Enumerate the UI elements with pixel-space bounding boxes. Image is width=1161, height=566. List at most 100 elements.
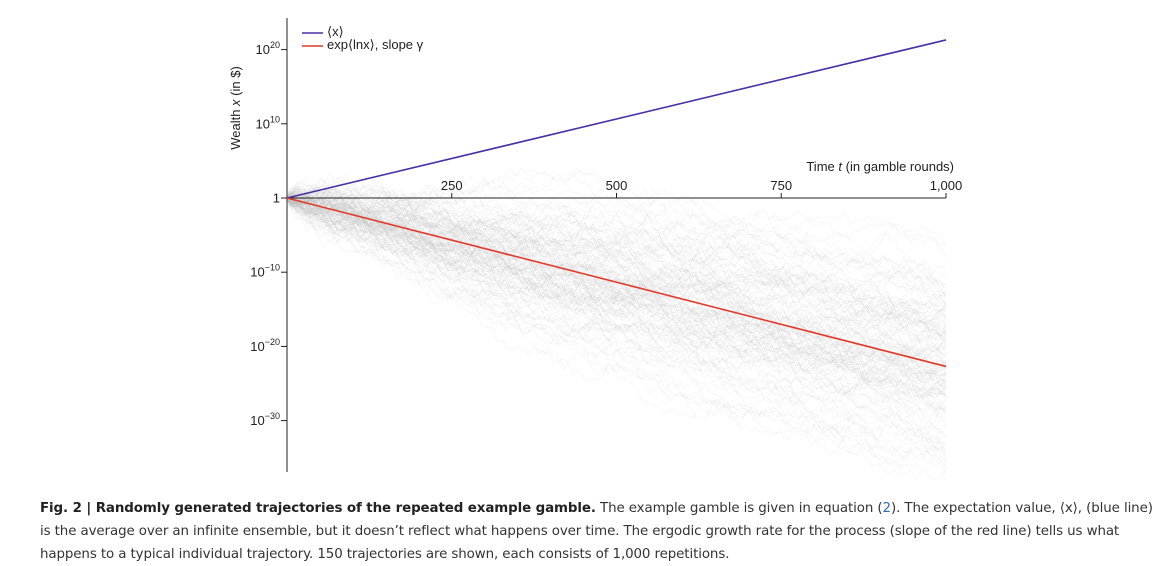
trajectory-path (286, 197, 947, 383)
trajectory-path (286, 188, 947, 322)
trajectory-path (286, 197, 947, 341)
y-title-prefix: Wealth (228, 106, 243, 150)
trajectory-path (286, 184, 946, 367)
y-title-var: x (228, 99, 243, 107)
x-title-prefix: Time (806, 159, 838, 174)
trajectory-path (286, 197, 947, 385)
trajectory-path (286, 195, 947, 447)
trajectory-path (286, 197, 947, 430)
trajectory-path (286, 188, 947, 320)
y-title-suffix: (in $) (228, 66, 243, 99)
y-tick-label: 1 (273, 191, 280, 206)
trajectory-path (286, 192, 947, 385)
x-ticks: 250 500 750 1,000 (441, 178, 962, 198)
trajectory-path (286, 197, 947, 457)
trajectory-path (286, 197, 947, 377)
ergodic-growth-line (286, 197, 947, 368)
trajectory-path (286, 187, 947, 372)
trajectory-path (286, 194, 947, 355)
trajectory-path (286, 176, 947, 428)
trajectory-path (286, 196, 947, 469)
trajectory-path (286, 193, 947, 328)
trajectory-path (286, 196, 947, 289)
trajectory-path (286, 197, 947, 369)
trajectory-path (286, 189, 947, 381)
x-title-var: t (838, 159, 843, 174)
x-title-suffix: (in gamble rounds) (842, 159, 954, 174)
trajectory-path (286, 195, 947, 314)
x-tick-label: 750 (770, 178, 792, 193)
trajectory-path (286, 197, 947, 388)
trajectory-path (286, 197, 947, 395)
caption-text-part2: ). The expectation value, ⟨x⟩, (blue lin… (40, 501, 1153, 562)
trajectory-path (286, 197, 947, 480)
trajectory-path (286, 191, 947, 336)
trajectory-path (286, 175, 947, 341)
trajectory-path (286, 194, 947, 326)
trajectory-path (286, 195, 947, 307)
y-tick-label: 10−30 (250, 411, 280, 428)
trajectory-path (286, 191, 947, 297)
trajectory-path (286, 197, 947, 458)
x-tick-label: 250 (441, 178, 463, 193)
trajectory-path (286, 185, 947, 348)
trajectory-path (286, 197, 947, 394)
trajectory-path (286, 183, 947, 370)
trajectory-path (286, 197, 947, 400)
trajectory-path (286, 188, 947, 289)
trajectory-path (286, 187, 947, 334)
trajectory-path (286, 194, 947, 320)
trajectory-path (286, 185, 947, 395)
trajectory-path (286, 190, 947, 449)
trajectory-path (286, 192, 947, 375)
trajectory-path (286, 197, 947, 412)
trajectory-path (286, 188, 947, 355)
trajectory-path (286, 189, 947, 364)
trajectory-path (286, 197, 947, 357)
y-tick-base: 10 (256, 42, 270, 57)
trajectory-path (286, 193, 947, 379)
y-tick-exponent: −10 (265, 263, 280, 273)
trajectory-path (286, 191, 947, 310)
trajectory-path (286, 197, 947, 420)
trajectory-path (286, 184, 947, 363)
trajectory-path (286, 180, 947, 412)
equation-reference-link[interactable]: 2 (882, 501, 892, 516)
trajectory-path (286, 197, 947, 459)
legend-label-ergodic: exp⟨lnx⟩, slope γ (327, 37, 424, 52)
trajectories-group (286, 167, 947, 480)
trajectory-path (286, 190, 947, 475)
trajectory-path (286, 184, 947, 351)
y-tick-label: 1020 (256, 40, 280, 57)
y-tick-exponent: −20 (265, 337, 280, 347)
trajectory-path (286, 195, 947, 381)
trajectory-path (286, 197, 947, 359)
y-tick-base: 10 (256, 116, 270, 131)
trajectory-path (286, 167, 946, 282)
legend: ⟨x⟩ exp⟨lnx⟩, slope γ (302, 24, 424, 52)
trajectory-path (286, 174, 947, 313)
trajectory-path (286, 197, 947, 377)
trajectory-path (286, 197, 947, 394)
caption-figure-label: Fig. 2 | Randomly generated trajectories… (40, 501, 596, 516)
trajectory-path (286, 192, 947, 336)
trajectory-path (286, 197, 947, 449)
trajectory-path (286, 193, 947, 382)
trajectory-path (286, 187, 947, 340)
trajectory-path (286, 168, 947, 279)
trajectory-path (286, 194, 947, 386)
trajectory-path (286, 184, 947, 396)
trajectory-path (286, 193, 947, 380)
trajectory-path (286, 197, 947, 373)
trajectory-path (286, 191, 947, 318)
trajectory-path (286, 197, 947, 298)
trajectory-path (286, 186, 947, 330)
trajectory-path (286, 197, 947, 348)
trajectory-path (286, 189, 947, 325)
trajectory-path (286, 189, 947, 293)
y-tick-base: 10 (250, 413, 264, 428)
caption-text-part1: The example gamble is given in equation … (595, 501, 883, 516)
trajectory-path (286, 197, 947, 389)
trajectory-path (286, 197, 947, 414)
